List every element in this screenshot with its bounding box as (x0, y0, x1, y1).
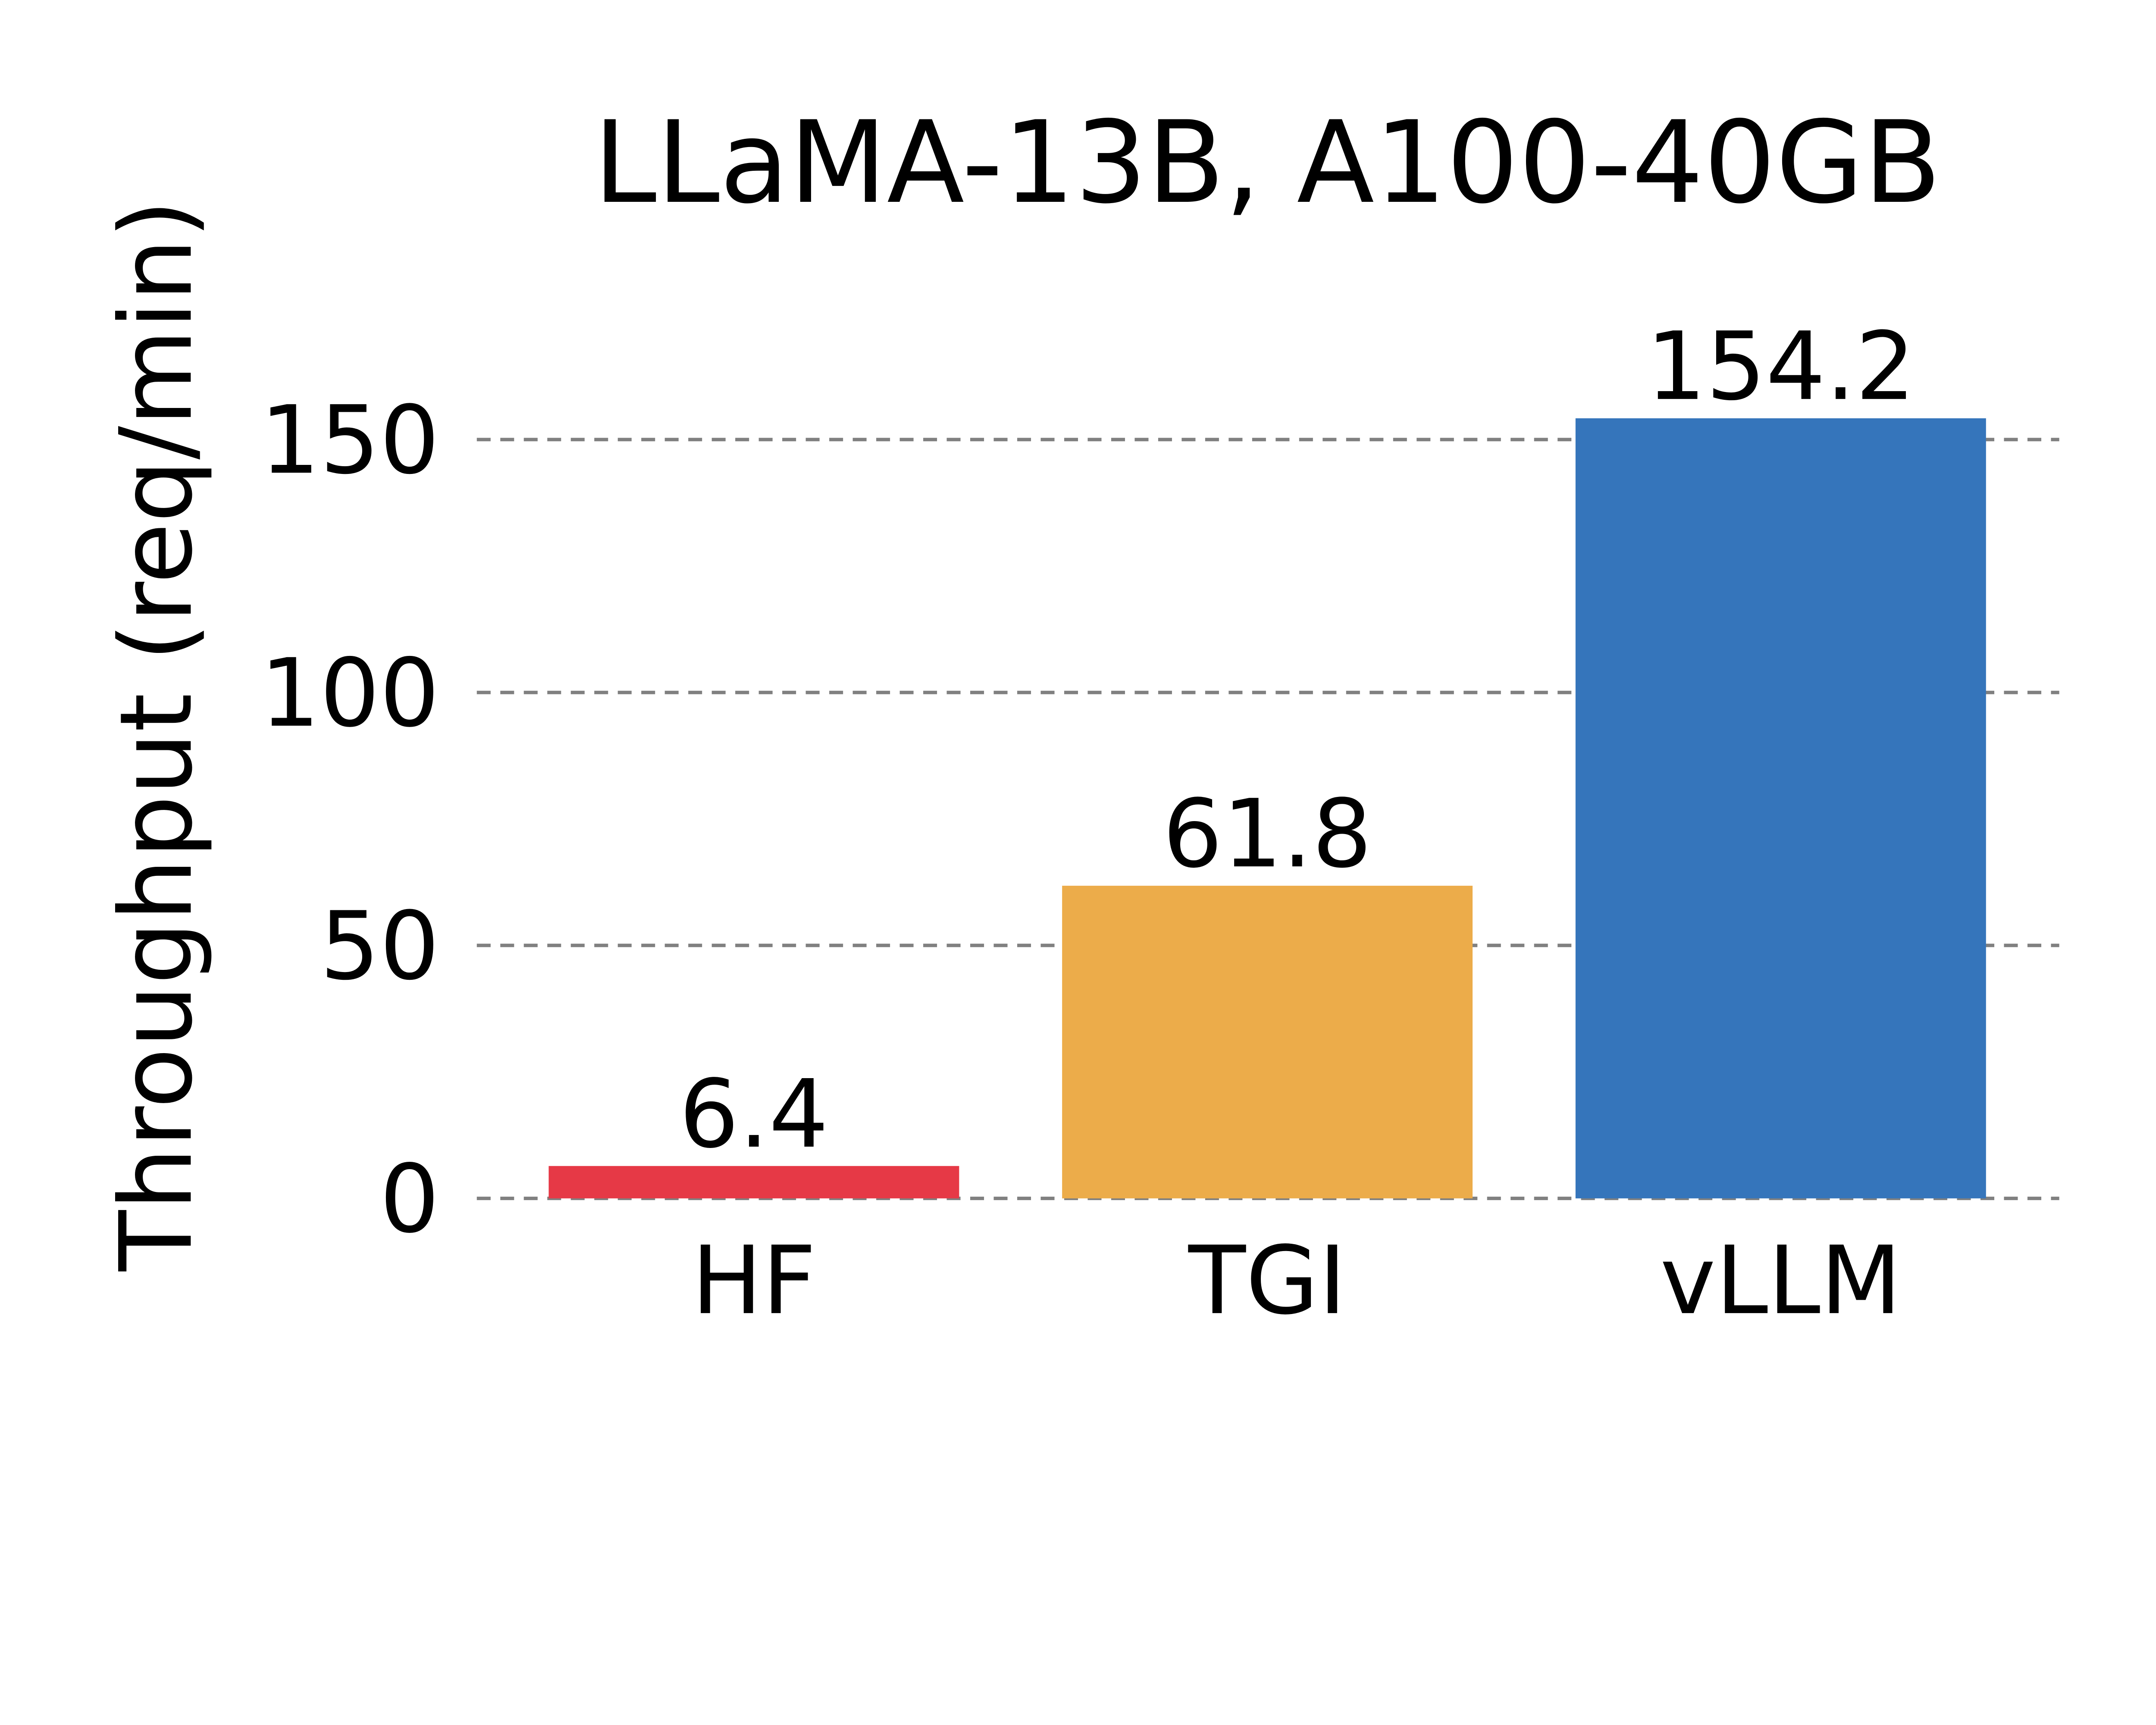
bar-vllm (1575, 418, 1986, 1198)
y-tick-label: 0 (380, 1145, 440, 1254)
x-tick-label: TGI (1188, 1226, 1346, 1336)
y-axis-label: Throughput (req/min) (99, 200, 214, 1272)
x-tick-label: HF (692, 1226, 816, 1336)
value-label: 154.2 (1646, 312, 1915, 421)
y-tick-label: 100 (260, 639, 439, 748)
value-label: 6.4 (679, 1060, 829, 1169)
bar-tgi (1062, 885, 1473, 1198)
chart-title: LLaMA-13B, A100-40GB (593, 97, 1941, 229)
value-label: 61.8 (1163, 780, 1372, 889)
y-tick-label: 50 (320, 892, 439, 1001)
bar-chart: LLaMA-13B, A100-40GB Throughput (req/min… (99, 97, 2059, 1336)
y-tick-label: 150 (260, 386, 439, 495)
bar-hf (548, 1166, 959, 1198)
x-tick-label: vLLM (1660, 1226, 1902, 1336)
